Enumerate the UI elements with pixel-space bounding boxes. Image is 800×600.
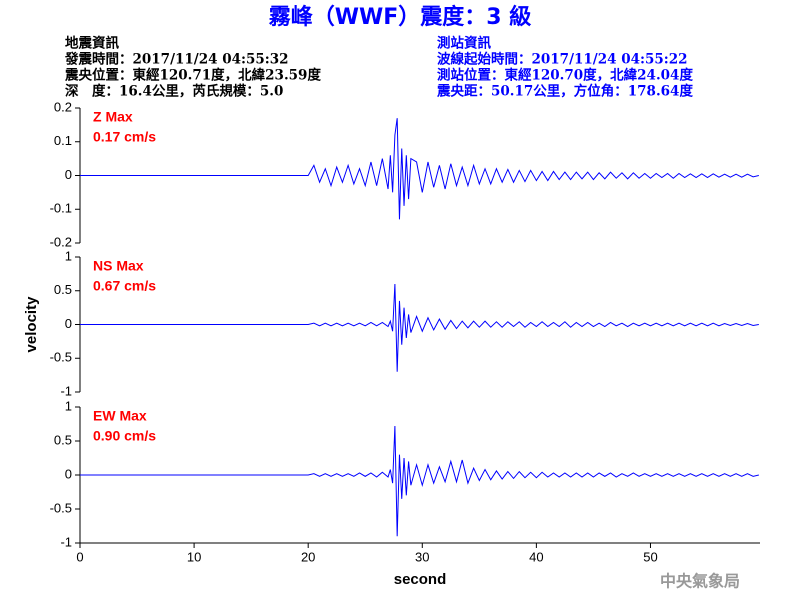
- x-tick-label: 30: [415, 549, 429, 564]
- max-label: 0.67 cm/s: [93, 278, 156, 294]
- station-info: 波線起始時間：2017/11/24 04:55:22: [437, 51, 688, 68]
- panel-label: Z Max: [93, 109, 133, 125]
- y-tick-label: -1: [60, 534, 72, 549]
- y-tick-label: 1: [65, 398, 72, 413]
- panel-label: EW Max: [93, 408, 147, 424]
- footer: 中央氣象局: [660, 572, 740, 591]
- station-info: 測站資訊: [437, 35, 491, 52]
- y-axis-label: velocity: [23, 296, 40, 353]
- panel-label: NS Max: [93, 258, 144, 274]
- max-label: 0.90 cm/s: [93, 428, 156, 444]
- max-label: 0.17 cm/s: [93, 129, 156, 145]
- event-info: 震央位置：東經120.71度，北緯23.59度: [64, 67, 321, 84]
- waveform: [80, 283, 759, 372]
- y-tick-label: 0.5: [54, 432, 72, 447]
- event-info: 發震時間：2017/11/24 04:55:32: [64, 51, 289, 68]
- x-tick-label: 50: [643, 549, 657, 564]
- x-axis-label: second: [394, 571, 447, 588]
- event-info: 深 度：16.4公里，芮氏規模：5.0: [65, 83, 283, 100]
- y-tick-label: 0.5: [54, 282, 72, 297]
- y-tick-label: -0.5: [50, 500, 72, 515]
- waveform: [80, 426, 759, 537]
- event-info: 地震資訊: [65, 35, 119, 52]
- x-tick-label: 10: [187, 549, 201, 564]
- station-info: 測站位置：東經120.70度，北緯24.04度: [437, 67, 693, 84]
- y-tick-label: 0.2: [54, 99, 72, 114]
- station-info: 震央距：50.17公里，方位角：178.64度: [436, 83, 693, 100]
- y-tick-label: -0.5: [50, 350, 72, 365]
- y-tick-label: 0: [65, 316, 72, 331]
- y-tick-label: -0.1: [50, 201, 72, 216]
- y-tick-label: 0: [65, 167, 72, 182]
- y-tick-label: -1: [60, 383, 72, 398]
- waveform: [80, 118, 759, 220]
- y-tick-label: 0: [65, 466, 72, 481]
- x-tick-label: 20: [301, 549, 315, 564]
- y-tick-label: 1: [65, 248, 72, 263]
- x-tick-label: 0: [76, 549, 83, 564]
- chart-title: 霧峰（WWF）震度：3 級: [268, 4, 532, 30]
- x-tick-label: 40: [529, 549, 543, 564]
- y-tick-label: 0.1: [54, 133, 72, 148]
- y-tick-label: -0.2: [50, 234, 72, 249]
